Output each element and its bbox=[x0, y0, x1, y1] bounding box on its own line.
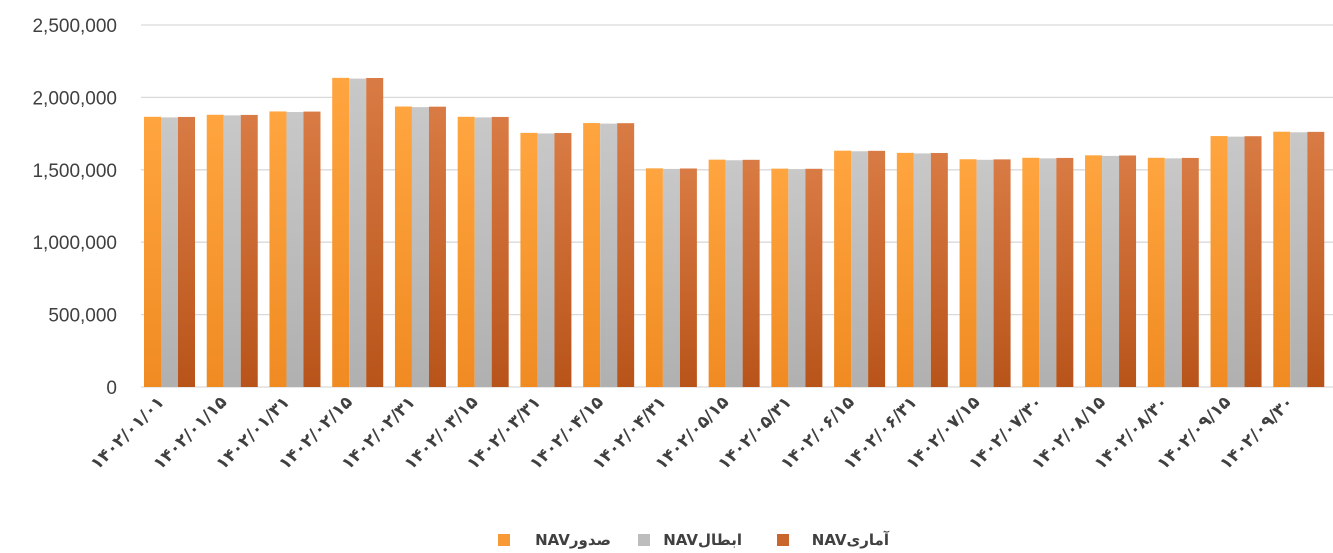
bar-nav-sodur-11 bbox=[834, 151, 851, 387]
bar-nav-amari-10 bbox=[805, 169, 822, 387]
legend: NAVصدور NAVابطال NAVآماری bbox=[498, 531, 890, 549]
bar-nav-ebtal-18 bbox=[1290, 132, 1307, 387]
x-axis-ticks: ۱۴۰۲/۰۱/۰۱۱۴۰۲/۰۱/۱۵۱۴۰۲/۰۱/۳۱۱۴۰۲/۰۲/۱۵… bbox=[87, 392, 1298, 474]
bar-nav-sodur-12 bbox=[897, 153, 914, 387]
bar-nav-sodur-10 bbox=[771, 169, 788, 387]
bar-nav-ebtal-2 bbox=[286, 112, 303, 387]
legend-label: NAVآماری bbox=[812, 531, 890, 549]
bar-nav-amari-12 bbox=[931, 153, 948, 387]
bar-nav-amari-17 bbox=[1245, 136, 1262, 387]
bar-nav-amari-13 bbox=[994, 159, 1011, 387]
bar-nav-sodur-1 bbox=[207, 115, 224, 387]
bar-nav-sodur-5 bbox=[458, 117, 475, 387]
bar-nav-ebtal-13 bbox=[977, 160, 994, 387]
bar-nav-ebtal-3 bbox=[349, 79, 366, 387]
bar-nav-ebtal-12 bbox=[914, 153, 931, 387]
bar-nav-amari-0 bbox=[178, 117, 195, 387]
bar-nav-ebtal-0 bbox=[161, 117, 178, 387]
bar-nav-sodur-2 bbox=[269, 111, 286, 387]
legend-label: NAVصدور bbox=[535, 531, 611, 549]
y-tick-label: 2,000,000 bbox=[32, 88, 117, 109]
bar-nav-sodur-17 bbox=[1211, 136, 1228, 387]
bar-nav-ebtal-9 bbox=[726, 160, 743, 387]
bar-nav-amari-2 bbox=[303, 112, 320, 387]
bar-nav-amari-1 bbox=[241, 115, 258, 387]
bar-nav-ebtal-10 bbox=[788, 169, 805, 387]
bar-nav-sodur-18 bbox=[1273, 132, 1290, 387]
y-tick-label: 1,500,000 bbox=[32, 161, 117, 182]
bar-nav-ebtal-1 bbox=[224, 115, 241, 387]
bar-nav-amari-14 bbox=[1056, 158, 1073, 387]
bar-nav-sodur-7 bbox=[583, 123, 600, 387]
bar-nav-sodur-16 bbox=[1148, 158, 1165, 387]
bar-nav-ebtal-16 bbox=[1165, 158, 1182, 387]
bar-nav-amari-8 bbox=[680, 168, 697, 387]
bar-nav-ebtal-17 bbox=[1228, 137, 1245, 387]
bar-nav-amari-15 bbox=[1119, 155, 1136, 387]
bar-nav-amari-16 bbox=[1182, 158, 1199, 387]
bar-nav-ebtal-6 bbox=[537, 133, 554, 387]
bar-nav-ebtal-5 bbox=[475, 117, 492, 387]
bar-nav-amari-7 bbox=[617, 123, 634, 387]
bar-nav-sodur-9 bbox=[709, 160, 726, 387]
bar-nav-amari-3 bbox=[366, 78, 383, 387]
bar-nav-amari-5 bbox=[492, 117, 509, 387]
bar-nav-amari-11 bbox=[868, 151, 885, 387]
bar-nav-sodur-13 bbox=[960, 159, 977, 387]
bar-nav-ebtal-4 bbox=[412, 107, 429, 387]
bar-nav-sodur-0 bbox=[144, 117, 161, 387]
bar-nav-sodur-6 bbox=[520, 133, 537, 387]
bar-nav-amari-9 bbox=[743, 160, 760, 387]
y-axis-ticks: 0 500,000 1,000,000 1,500,000 2,000,000 2,500… bbox=[32, 16, 117, 399]
y-tick-label: 1,000,000 bbox=[32, 233, 117, 254]
bar-nav-sodur-8 bbox=[646, 168, 663, 387]
bar-nav-ebtal-11 bbox=[851, 151, 868, 387]
y-tick-label: 500,000 bbox=[48, 306, 117, 327]
legend-swatch bbox=[638, 534, 650, 546]
y-tick-label: 0 bbox=[106, 378, 117, 399]
bar-nav-ebtal-15 bbox=[1102, 156, 1119, 387]
bars bbox=[144, 78, 1324, 387]
legend-swatch bbox=[498, 534, 510, 546]
bar-nav-ebtal-8 bbox=[663, 169, 680, 387]
bar-nav-sodur-15 bbox=[1085, 155, 1102, 387]
bar-nav-amari-6 bbox=[554, 133, 571, 387]
bar-nav-sodur-4 bbox=[395, 107, 412, 387]
y-tick-label: 2,500,000 bbox=[32, 16, 117, 37]
bar-nav-amari-18 bbox=[1307, 132, 1324, 387]
bar-nav-ebtal-14 bbox=[1039, 158, 1056, 387]
bar-nav-ebtal-7 bbox=[600, 124, 617, 387]
bar-nav-sodur-3 bbox=[332, 78, 349, 387]
legend-label: NAVابطال bbox=[663, 531, 742, 549]
bar-nav-sodur-14 bbox=[1022, 158, 1039, 387]
legend-swatch bbox=[777, 534, 789, 546]
bar-nav-amari-4 bbox=[429, 107, 446, 387]
